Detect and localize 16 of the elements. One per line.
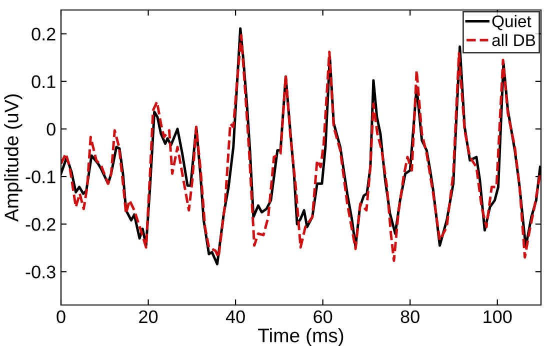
x-tick-label: 40 xyxy=(226,310,245,324)
legend-label: all DB xyxy=(492,34,536,46)
y-tick-label: -0.1 xyxy=(26,170,56,184)
y-tick-label: 0.1 xyxy=(32,75,56,88)
y-tick-label: 0 xyxy=(46,122,56,136)
x-axis-title: Time (ms) xyxy=(258,328,344,346)
y-tick-label: 0.2 xyxy=(32,28,56,41)
y-tick-label: -0.3 xyxy=(26,266,56,278)
x-tick-label: 80 xyxy=(400,310,420,324)
y-axis-title: Amplitude (uV) xyxy=(4,94,22,222)
x-tick-label: 20 xyxy=(139,310,158,324)
x-tick-label: 0 xyxy=(56,310,66,324)
y-tick-label: -0.2 xyxy=(26,218,56,231)
x-tick-label: 100 xyxy=(484,310,512,324)
x-tick-label: 60 xyxy=(314,310,332,324)
legend-label: Quiet xyxy=(492,15,532,30)
